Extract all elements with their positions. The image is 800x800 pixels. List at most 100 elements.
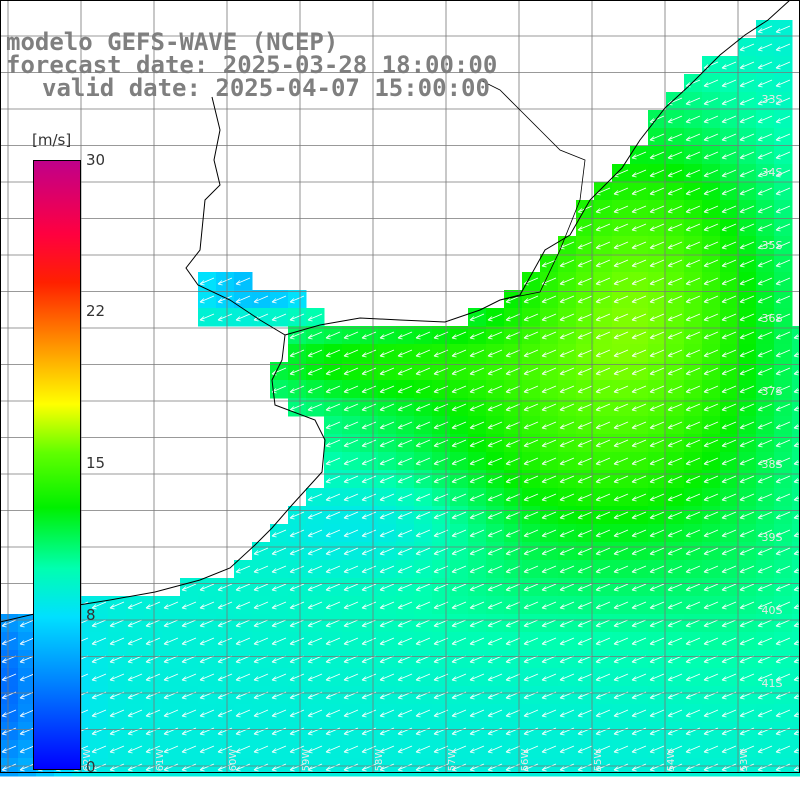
wind-vector: [577, 493, 593, 502]
wind-vector: [361, 619, 377, 628]
wind-vector: [397, 547, 413, 556]
wind-vector: [451, 403, 467, 412]
wind-vector: [523, 313, 539, 322]
wind-vector: [397, 457, 413, 466]
wind-vector: [487, 421, 503, 430]
lon-label: 57W: [447, 749, 458, 772]
wind-vector: [595, 655, 611, 664]
wind-vector: [739, 205, 755, 214]
wind-vector: [793, 424, 800, 430]
wind-vector: [361, 763, 377, 772]
wind-vector: [469, 709, 485, 718]
wind-vector: [541, 745, 557, 754]
wind-vector: [523, 493, 539, 502]
wind-vector: [667, 439, 683, 448]
wind-vector: [649, 709, 665, 718]
wind-vector: [595, 313, 611, 322]
wind-vector: [397, 709, 413, 718]
wind-vector: [235, 619, 251, 628]
wind-vector: [505, 763, 521, 772]
lat-label: 38S: [762, 458, 783, 471]
wind-vector: [19, 709, 35, 718]
wind-vector: [343, 547, 359, 556]
wind-vector: [559, 259, 575, 268]
wind-vector: [541, 313, 557, 322]
wind-vector: [523, 655, 539, 664]
wind-vector: [541, 457, 557, 466]
wind-vector: [541, 475, 557, 484]
wind-cell: [792, 488, 800, 507]
wind-vector: [361, 547, 377, 556]
wind-vector: [721, 439, 737, 448]
wind-vector: [721, 259, 737, 268]
wind-vector: [793, 370, 800, 376]
wind-vector: [577, 583, 593, 592]
wind-vector: [649, 619, 665, 628]
wind-vector: [721, 295, 737, 304]
wind-vector: [163, 673, 179, 682]
wind-cell: [792, 362, 800, 381]
wind-vector: [649, 457, 665, 466]
wind-vector: [775, 115, 791, 124]
wind-vector: [559, 529, 575, 538]
wind-vector: [613, 205, 629, 214]
wind-vector: [289, 709, 305, 718]
wind-vector: [649, 583, 665, 592]
wind-vector: [631, 439, 647, 448]
wind-vector: [649, 655, 665, 664]
wind-vector: [631, 205, 647, 214]
wind-vector: [685, 655, 701, 664]
wind-vector: [19, 619, 35, 628]
wind-vector: [397, 511, 413, 520]
wind-vector: [145, 727, 161, 736]
wind-vector: [613, 223, 629, 232]
wind-vector: [325, 367, 341, 376]
wind-vector: [271, 565, 287, 574]
wind-vector: [559, 385, 575, 394]
wind-vector: [667, 187, 683, 196]
wind-vector: [307, 331, 323, 340]
wind-vector: [793, 658, 800, 664]
wind-vector: [649, 547, 665, 556]
wind-vector: [451, 745, 467, 754]
wind-vector: [487, 385, 503, 394]
wind-vector: [739, 187, 755, 196]
wind-vector: [775, 529, 791, 538]
wind-vector: [631, 493, 647, 502]
longitude-labels: 62W 61W 60W 59W 58W 57W 56W 55W 54W 53W: [82, 749, 750, 772]
wind-vector: [487, 727, 503, 736]
wind-vector: [235, 673, 251, 682]
coastline: [0, 96, 326, 623]
wind-vector: [775, 79, 791, 88]
wind-vector: [325, 493, 341, 502]
wind-vector: [757, 205, 773, 214]
wind-vector: [685, 421, 701, 430]
wind-speed-field: [0, 20, 800, 777]
wind-vector: [739, 637, 755, 646]
wind-vector: [469, 421, 485, 430]
wind-vector: [181, 727, 197, 736]
wind-vector: [469, 331, 485, 340]
latitude-labels: 33S 34S 35S 36S 37S 38S 39S 40S 41S: [762, 93, 783, 690]
wind-vector: [577, 331, 593, 340]
wind-vector: [559, 421, 575, 430]
lon-label: 58W: [374, 749, 385, 772]
wind-vector: [685, 385, 701, 394]
wind-vector: [91, 637, 107, 646]
wind-vector: [361, 367, 377, 376]
lon-label: 62W: [82, 749, 93, 772]
wind-cell: [792, 632, 800, 651]
wind-vector: [343, 367, 359, 376]
wind-vector: [343, 745, 359, 754]
wind-vector: [307, 655, 323, 664]
wind-vector: [379, 475, 395, 484]
wind-vector: [505, 619, 521, 628]
wind-vector: [631, 385, 647, 394]
wind-vector: [451, 511, 467, 520]
wind-vector: [397, 367, 413, 376]
wind-vector: [739, 529, 755, 538]
wind-vector: [523, 457, 539, 466]
wind-vector: [793, 406, 800, 412]
wind-vector: [721, 583, 737, 592]
wind-vector: [343, 763, 359, 772]
